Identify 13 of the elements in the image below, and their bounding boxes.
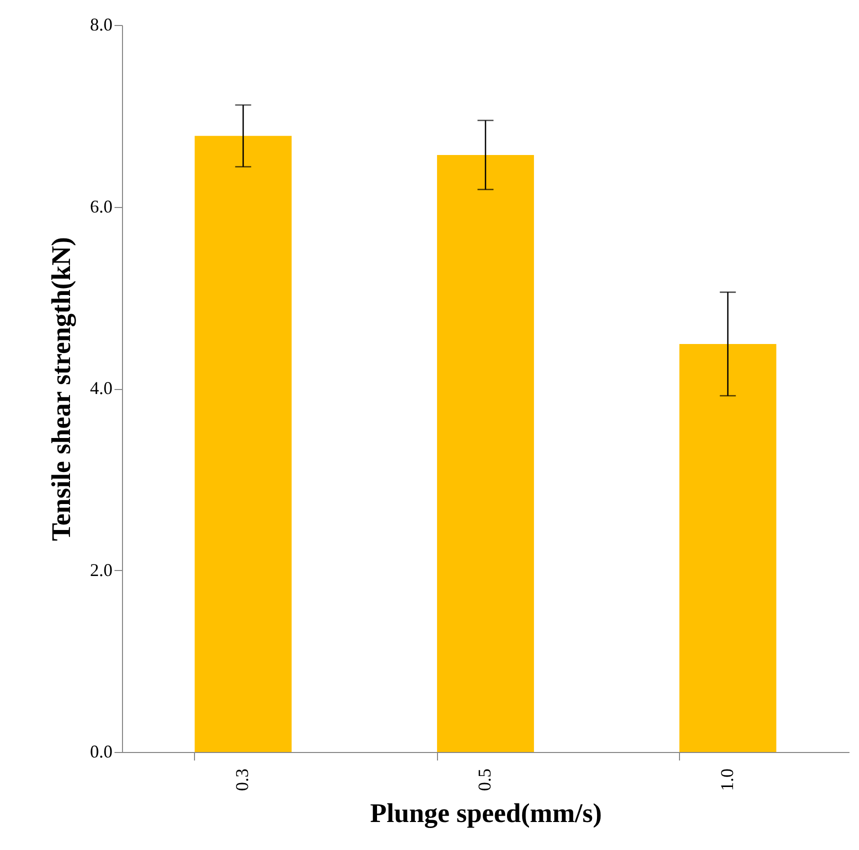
y-tick-label: 6.0 bbox=[90, 196, 112, 216]
bar bbox=[437, 154, 534, 752]
y-tick-label: 8.0 bbox=[90, 14, 112, 34]
x-tick-label: 0.3 bbox=[232, 768, 252, 791]
bar bbox=[679, 344, 776, 752]
x-tick-label: 1.0 bbox=[716, 768, 737, 791]
y-tick-label: 4.0 bbox=[90, 378, 112, 398]
x-axis-title: Plunge speed(mm/s) bbox=[370, 798, 602, 828]
y-axis-title: Tensile shear strength(kN) bbox=[46, 236, 76, 542]
x-tick-label: 0.5 bbox=[474, 768, 494, 791]
bar bbox=[194, 136, 292, 752]
y-tick-label: 2.0 bbox=[90, 560, 112, 580]
y-tick-label: 0.0 bbox=[90, 742, 112, 762]
